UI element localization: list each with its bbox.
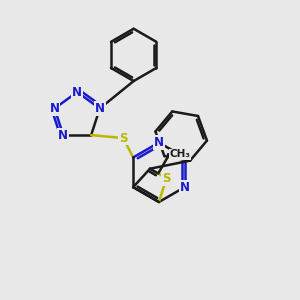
Text: N: N [50, 102, 60, 115]
Text: S: S [119, 132, 128, 145]
Text: S: S [162, 172, 171, 185]
Text: N: N [154, 136, 164, 149]
Text: N: N [58, 129, 68, 142]
Text: N: N [180, 181, 190, 194]
Text: CH₃: CH₃ [169, 149, 190, 159]
Text: N: N [72, 85, 82, 98]
Text: N: N [95, 102, 105, 115]
